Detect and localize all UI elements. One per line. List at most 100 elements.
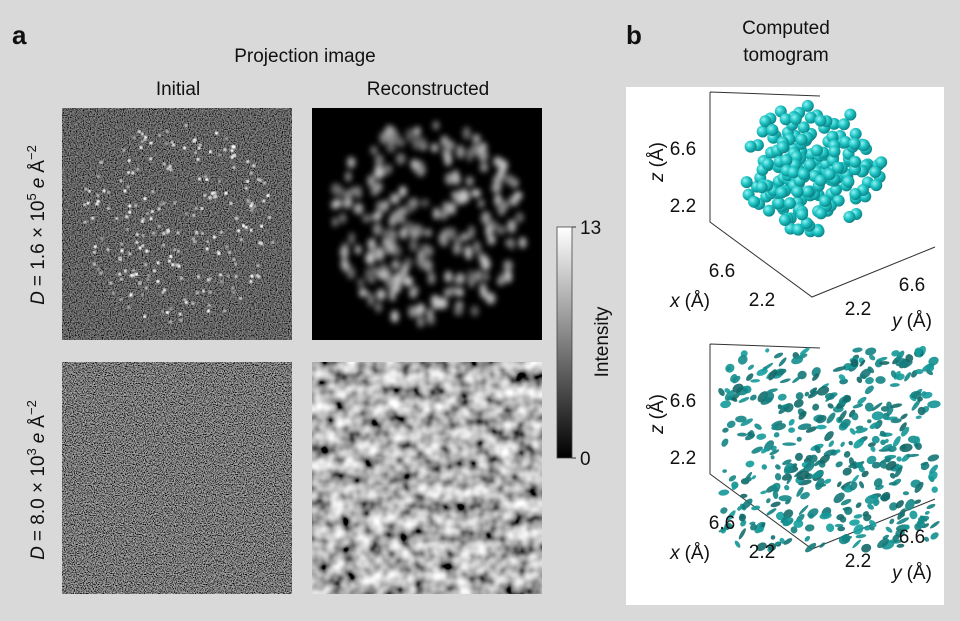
atom-dot (131, 171, 135, 175)
density-blob (867, 503, 874, 510)
density-blob (780, 515, 790, 523)
atom-dot (115, 216, 119, 220)
atom-dot (136, 167, 140, 171)
atom-blob (416, 256, 423, 266)
atom-blob (460, 232, 469, 242)
atom-dot (165, 129, 169, 133)
axis-label: y (Å) (890, 311, 932, 332)
density-blob (824, 431, 834, 442)
density-blob (890, 370, 897, 379)
density-blob (928, 356, 939, 366)
density-blob (876, 356, 888, 362)
density-blob (782, 459, 792, 466)
row-label: D = 1.6 × 105 eÅ−2 (24, 145, 49, 305)
axis-tick-label: 2.2 (749, 542, 775, 563)
atom-dot (260, 224, 264, 228)
atom-sphere (844, 108, 857, 121)
density-blob (853, 524, 864, 535)
atom-blob (480, 286, 488, 299)
atom-dot (207, 278, 211, 282)
atom-dot (194, 151, 198, 155)
atom-dot (152, 231, 156, 235)
atom-sphere (773, 197, 786, 210)
density-blob (720, 400, 732, 409)
atom-blob (396, 213, 406, 224)
atom-dot (146, 212, 150, 216)
atom-blob (426, 308, 434, 320)
density-blob (815, 478, 825, 490)
density-blob (917, 396, 923, 402)
axis-tick-label: 2.2 (845, 299, 871, 320)
density-blob (768, 369, 777, 381)
atom-sphere (849, 155, 862, 168)
atom-dot (107, 190, 111, 194)
atom-dot (258, 241, 262, 245)
density-blob (824, 478, 832, 484)
atom-dot (141, 217, 145, 221)
atom-dot (128, 210, 132, 214)
density-blob (927, 454, 940, 462)
atom-sphere (828, 145, 841, 158)
atom-sphere (839, 135, 852, 148)
atom-dot (239, 238, 243, 242)
density-blob (875, 376, 886, 384)
density-blob (732, 375, 741, 384)
density-blob (928, 471, 938, 481)
density-blob (892, 534, 900, 543)
atom-dot (250, 202, 254, 206)
axis-label: x (Å) (669, 291, 710, 312)
density-blob (769, 449, 780, 456)
image-reconstructed-low (312, 362, 542, 594)
atom-dot (232, 154, 236, 158)
colorbar-label: Intensity (592, 306, 613, 377)
density-blob (826, 412, 836, 424)
atom-blob (405, 128, 414, 142)
density-blob (916, 519, 925, 529)
axis-unit: (Å) (647, 394, 668, 419)
atom-dot (250, 274, 254, 278)
atom-blob (456, 145, 465, 159)
density-blob (722, 469, 727, 473)
atom-sphere (779, 113, 792, 126)
atom-dot (126, 185, 130, 189)
density-blob (910, 390, 922, 400)
density-blob (865, 377, 874, 385)
axis-unit: (Å) (647, 142, 668, 167)
panel-label: b (626, 20, 642, 50)
density-blob (790, 526, 798, 534)
density-blob (832, 366, 847, 372)
density-blob (788, 418, 795, 426)
atom-dot (212, 195, 216, 199)
atom-dot (203, 193, 207, 197)
atom-blob (451, 190, 459, 200)
density-blob (867, 419, 872, 424)
atom-blob (485, 224, 492, 237)
density-blob (804, 535, 811, 542)
atom-blob (485, 292, 496, 305)
atom-dot (162, 232, 166, 236)
axis-label: y (Å) (890, 563, 932, 584)
density-blob (849, 519, 860, 526)
atom-dot (144, 263, 148, 267)
density-blob (902, 491, 910, 496)
atom-sphere (837, 118, 850, 131)
atom-dot (206, 240, 210, 244)
density-blob (726, 510, 736, 521)
density-blob (805, 426, 818, 433)
density-blob (880, 439, 886, 446)
atom-sphere (848, 137, 861, 150)
row-labels: D= 1.6 × 105eÅ−2D= 8.0 × 103eÅ−2 (24, 145, 49, 560)
density-blob (864, 494, 879, 505)
atom-dot (144, 286, 148, 290)
atom-dot (100, 161, 104, 165)
density-blob (740, 493, 748, 499)
density-blob (750, 379, 761, 383)
atom-dot (230, 155, 234, 159)
atom-dot (223, 148, 227, 152)
density-blob (842, 467, 852, 476)
density-blob (751, 446, 763, 454)
atom-dot (231, 145, 235, 149)
density-blob (859, 481, 865, 489)
density-blob (930, 520, 940, 529)
density-blob (778, 357, 787, 367)
